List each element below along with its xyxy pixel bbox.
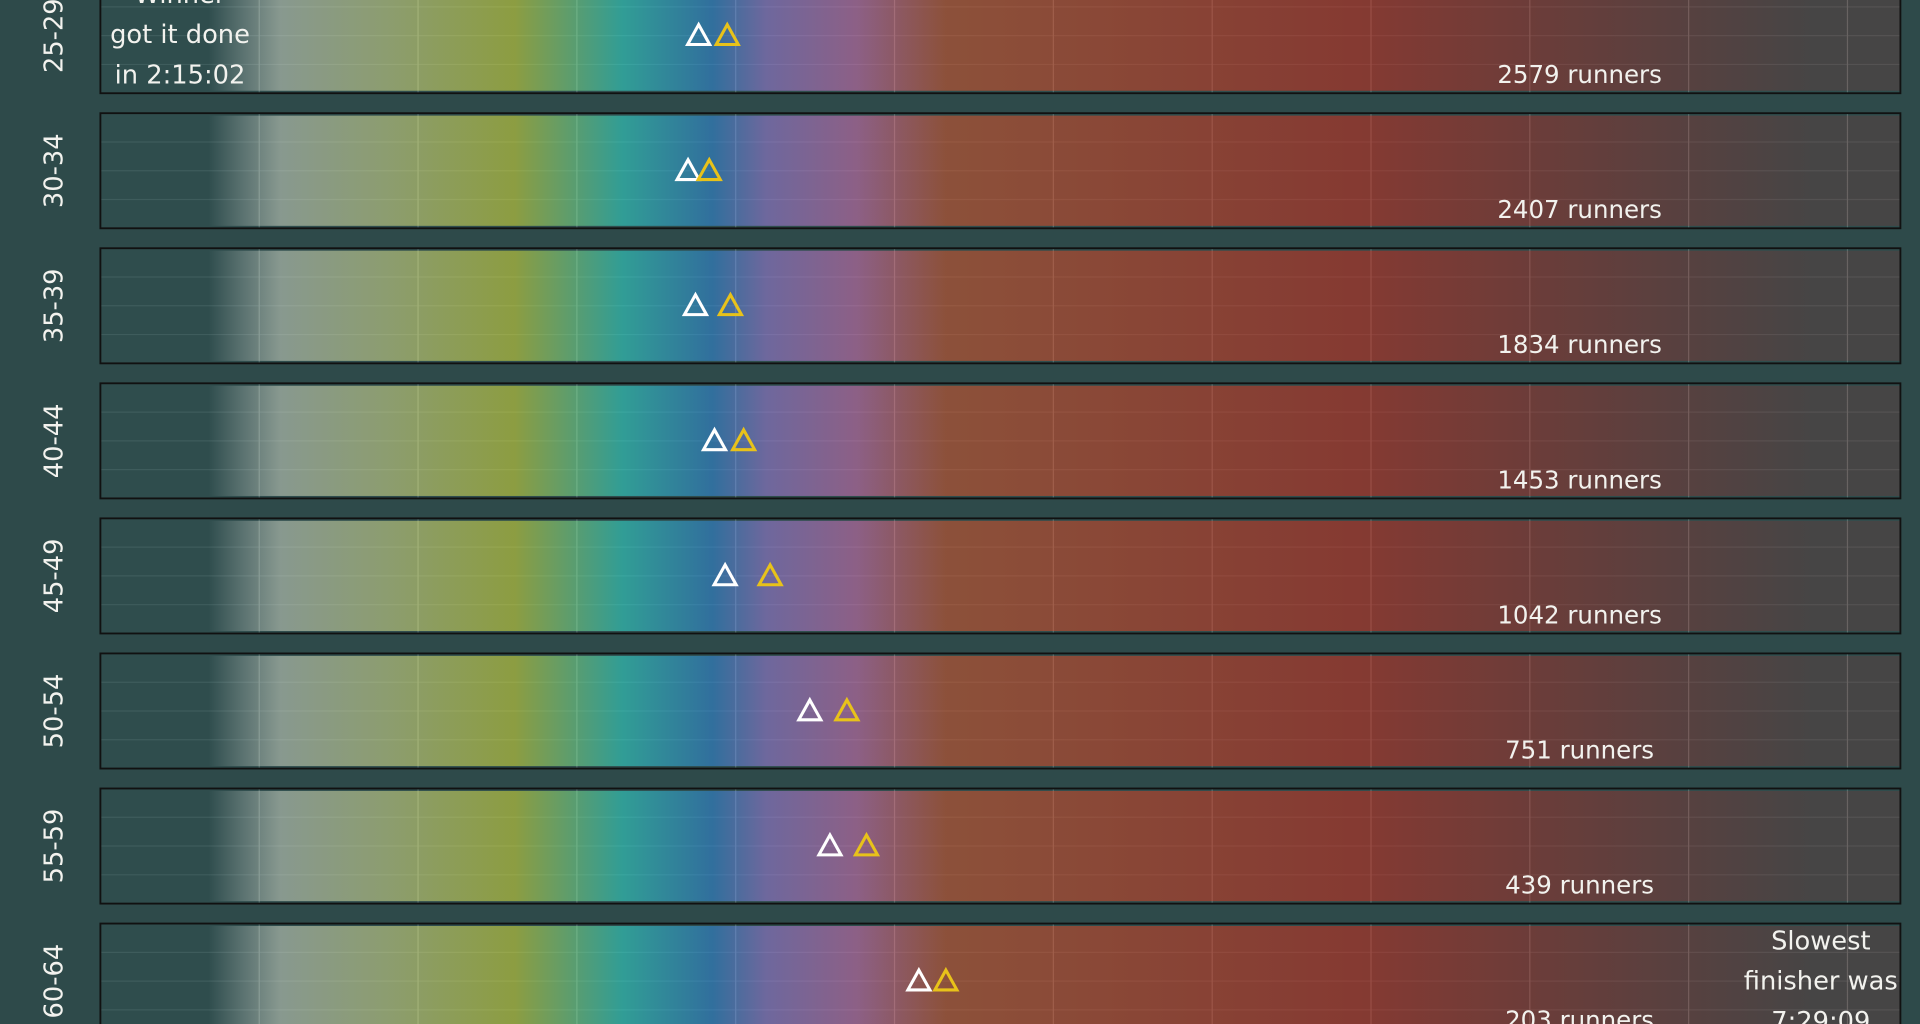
panel-frame [99, 0, 1902, 95]
runner-count: 1042 runners [1497, 600, 1662, 629]
distribution-band [100, 926, 1901, 1024]
winner-annotation: in 2:15:02 [115, 61, 246, 91]
runner-count: 1453 runners [1497, 465, 1662, 494]
age-group-label: 35-39 [40, 268, 70, 343]
panel-frame [99, 922, 1902, 1024]
distribution-band [100, 655, 1901, 767]
panel-frame [99, 247, 1902, 365]
age-group-label: 50-54 [40, 674, 70, 749]
runner-count: 2579 runners [1497, 60, 1662, 89]
runner-count: 1834 runners [1497, 330, 1662, 359]
marker-triangle [852, 831, 881, 857]
marker-triangle [730, 426, 758, 452]
marker-triangle [695, 156, 723, 182]
marker-triangle [713, 21, 741, 47]
age-group-label: 25-29 [40, 0, 70, 73]
slowest-annotation: 7:29:09 [1771, 1007, 1870, 1024]
marker-triangle [932, 966, 960, 992]
marker-triangle [816, 831, 844, 857]
marker-triangle [833, 696, 861, 722]
runner-count: 203 runners [1505, 1006, 1654, 1024]
age-group-label: 40-44 [40, 404, 70, 479]
age-group-label: 55-59 [40, 809, 70, 884]
marker-triangle [796, 696, 824, 722]
distribution-band [100, 115, 1901, 226]
winner-annotation: Winner [135, 0, 226, 10]
age-group-label: 60-64 [40, 944, 70, 1019]
distribution-band [100, 520, 1901, 632]
distribution-band [100, 250, 1901, 361]
distribution-band [100, 385, 1901, 496]
panel-frame [99, 517, 1902, 635]
marker-triangle [674, 156, 702, 182]
panel-frame [99, 787, 1902, 905]
marker-triangle [711, 561, 739, 587]
age-group-label: 45-49 [40, 539, 70, 614]
slowest-annotation: Slowest [1771, 926, 1870, 956]
panel-frame [99, 652, 1902, 770]
panel-frame [99, 382, 1902, 500]
runner-count: 439 runners [1505, 870, 1654, 899]
age-group-label: 30-34 [40, 133, 70, 208]
marker-triangle [681, 291, 710, 317]
runner-count: 2407 runners [1497, 195, 1662, 224]
marker-triangle [700, 426, 729, 452]
marker-triangle [716, 291, 745, 317]
runner-count: 751 runners [1505, 735, 1654, 764]
panel-frame [99, 112, 1902, 230]
winner-annotation: got it done [110, 20, 250, 50]
distribution-band [100, 790, 1901, 902]
distribution-band [100, 0, 1901, 91]
slowest-annotation: finisher was [1744, 967, 1898, 997]
marker-triangle [756, 561, 784, 587]
marker-triangle [685, 21, 713, 47]
marker-triangle [905, 966, 933, 992]
plot-layer: 25-29 2579 runners 30-34 2407 runners 35-39 1… [40, 0, 1902, 1024]
